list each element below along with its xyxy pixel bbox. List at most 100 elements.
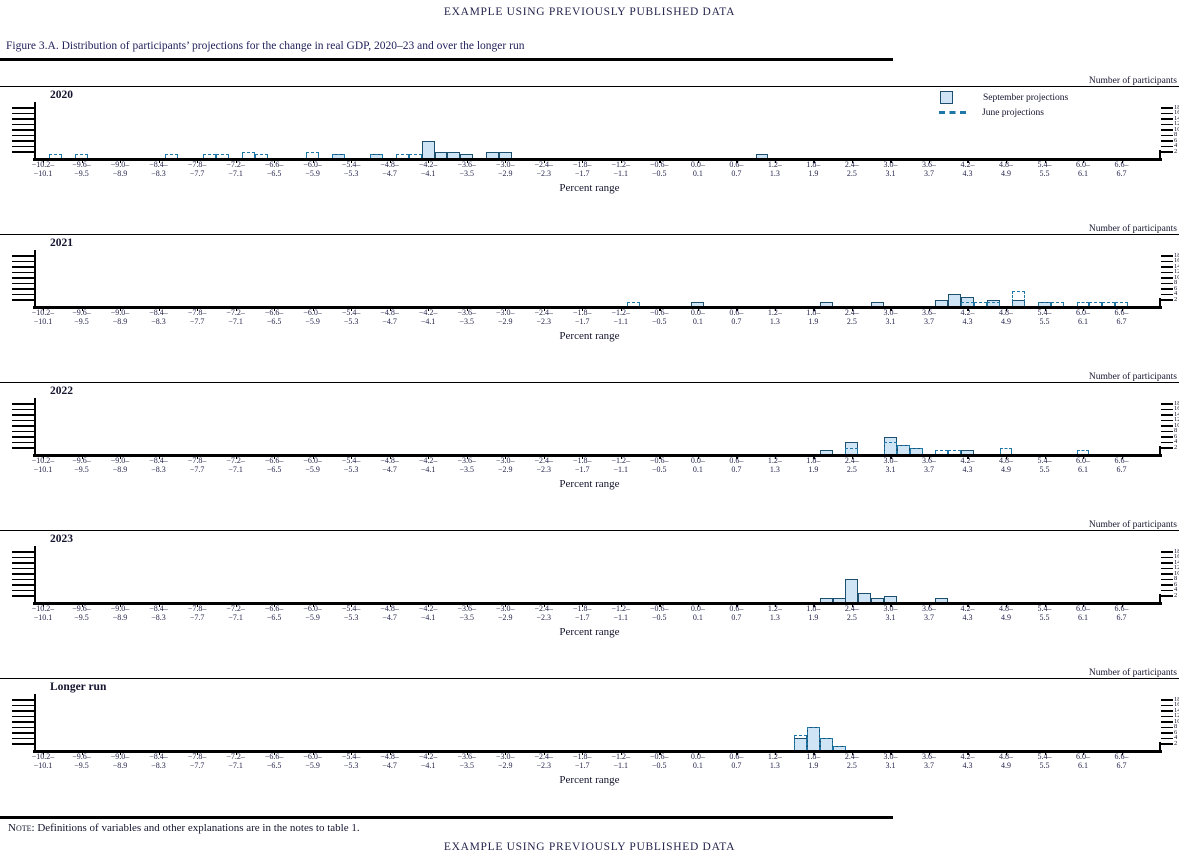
x-axis-title: Percent range [559, 182, 620, 194]
x-tick-label: −7.2– −7.1 [226, 456, 245, 475]
x-tick-label: −0.6– −0.5 [650, 456, 669, 475]
september-bar [948, 294, 962, 306]
x-tick-label: −4.2– −4.1 [418, 456, 438, 475]
x-tick-label: 1.2– 1.3 [767, 752, 782, 771]
x-tick-label: −6.6– −6.5 [264, 308, 284, 327]
x-tick-labels: −10.2– −10.1 −9.6– −9.5 −9.0– −8.9 −8.4– −8… [0, 454, 1179, 478]
y-tick [1161, 140, 1173, 142]
x-tick-label: 3.6– 3.7 [921, 308, 936, 327]
x-tick-label: 6.0– 6.1 [1076, 752, 1091, 771]
x-tick-label: −3.6– −3.5 [457, 604, 476, 623]
right-spine [1159, 446, 1161, 454]
left-spine [34, 546, 36, 602]
plot-area: 2023 [33, 531, 1162, 608]
x-major-tick [582, 602, 584, 607]
plot-area: 2021 [33, 235, 1162, 312]
june-bar-outline [75, 154, 88, 158]
x-tick-label: 4.8– 4.9 [999, 604, 1013, 623]
y-tick-label: 18 [1174, 547, 1179, 555]
september-bar [421, 140, 435, 158]
y-tick-label: 16 [1174, 553, 1179, 560]
x-tick-label: −7.8– −7.7 [187, 604, 207, 623]
june-bar-outline [164, 154, 178, 158]
y-tick-label: 12 [1174, 268, 1179, 275]
y-tick-label: 8 [1174, 427, 1178, 434]
x-tick-label: 5.4– 5.5 [1037, 456, 1052, 475]
x-tick-label: 3.6– 3.7 [921, 752, 936, 771]
y-tick [12, 414, 34, 416]
june-bar-outline [254, 154, 268, 158]
x-major-tick [1121, 158, 1123, 163]
y-tick-label: 6 [1174, 580, 1178, 588]
x-tick-label: −5.4– −5.3 [341, 752, 361, 771]
september-bar [871, 598, 885, 602]
x-tick-label: 6.6– 6.7 [1114, 604, 1129, 623]
figure-title: Figure 3.A. Distribution of participants… [6, 40, 525, 52]
right-tick-ladder: 2 4 6 8 10 12 14 16 18 [1160, 383, 1179, 454]
left-spine [34, 102, 36, 158]
x-tick-label: 4.8– 4.9 [999, 308, 1013, 327]
y-tick-label: 10 [1174, 421, 1179, 429]
x-tick-label: −4.8– −4.7 [380, 604, 399, 623]
y-tick [12, 288, 34, 290]
x-tick-label: −9.6– −9.5 [72, 604, 91, 623]
x-tick-label: 1.2– 1.3 [767, 308, 782, 327]
x-tick-label: 4.8– 4.9 [999, 160, 1013, 179]
x-major-tick [697, 750, 700, 755]
x-major-tick [620, 158, 622, 163]
x-tick-label: −7.2– −7.1 [226, 160, 245, 179]
x-tick-label: −3.6– −3.5 [457, 456, 476, 475]
plot-area: 2022 [33, 383, 1162, 460]
x-major-tick [43, 158, 45, 163]
y-tick [1161, 710, 1173, 712]
x-major-tick [428, 454, 430, 459]
legend-september-label: September projections [983, 92, 1069, 103]
x-tick-label: 1.8– 1.9 [806, 752, 821, 771]
september-swatch-icon [940, 91, 953, 104]
june-bar-outline [832, 746, 846, 750]
right-tick-ladder: 2 4 6 8 10 12 14 16 18 [1160, 87, 1179, 158]
june-bar-outline [216, 154, 230, 158]
chart-legend: September projections June projections [939, 90, 1069, 120]
x-major-tick [1006, 454, 1008, 459]
y-tick-label: 2 [1174, 591, 1178, 599]
x-axis-title: Percent range [559, 774, 620, 786]
x-tick-label: −10.2– −10.1 [31, 752, 55, 771]
panel-year-label: 2022 [50, 385, 73, 397]
y-tick [12, 299, 34, 301]
june-bar-outline [331, 154, 345, 158]
x-tick-label: −5.4– −5.3 [341, 604, 361, 623]
x-tick-label: −5.4– −5.3 [341, 456, 361, 475]
x-tick-label: −1.8– −1.7 [573, 160, 592, 179]
x-major-tick [697, 602, 700, 607]
june-bar-outline [49, 154, 63, 158]
note-prefix: Note: [8, 822, 35, 834]
x-tick-label: −1.8– −1.7 [573, 308, 592, 327]
panel-top-rule: Number of participants [0, 220, 1179, 235]
y-tick-label: 8 [1174, 279, 1178, 286]
x-major-tick [428, 602, 430, 607]
y-tick [12, 260, 34, 262]
x-major-tick [697, 158, 700, 163]
x-tick-label: 0.6– 0.7 [729, 160, 744, 179]
x-tick-label: −2.4– −2.3 [534, 160, 553, 179]
panel-year-label: 2020 [50, 89, 73, 101]
x-tick-label: −9.6– −9.5 [72, 752, 91, 771]
x-tick-label: 5.4– 5.5 [1037, 308, 1052, 327]
june-bar-outline [1115, 302, 1128, 306]
x-major-tick [312, 602, 314, 607]
y-tick [12, 589, 34, 591]
june-bar-outline [909, 447, 923, 454]
x-major-tick [505, 306, 507, 311]
x-major-tick [197, 454, 199, 459]
x-major-tick [120, 454, 122, 459]
x-tick-label: −5.4– −5.3 [341, 160, 361, 179]
year-panel: Number of participants 2021 2 4 6 8 10 12 14 16… [0, 220, 1179, 368]
x-tick-label: −8.4– −8.3 [149, 752, 168, 771]
x-major-tick [274, 454, 276, 459]
left-tick-ladder [0, 679, 35, 750]
september-bar [485, 151, 499, 158]
x-tick-label: −4.2– −4.1 [418, 160, 438, 179]
x-major-tick [43, 750, 45, 755]
x-tick-label: −1.8– −1.7 [573, 752, 592, 771]
